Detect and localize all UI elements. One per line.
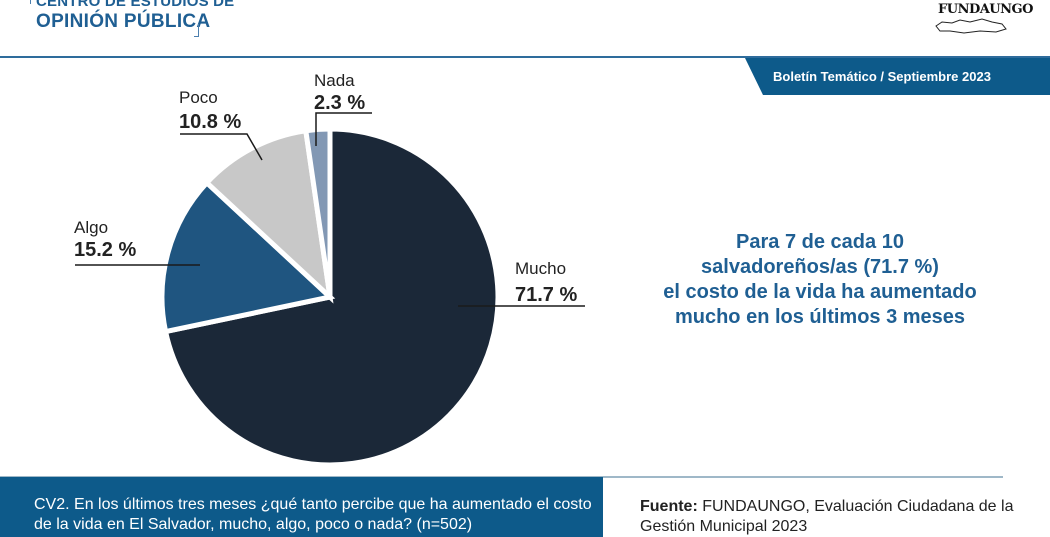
headline-line: salvadoreños/as (71.7 %) <box>701 256 939 278</box>
leader-line-nada <box>315 112 372 146</box>
question-text: CV2. En los últimos tres meses ¿qué tant… <box>34 496 592 533</box>
brand-line-2: OPINIÓN PÚBLICA <box>36 11 211 32</box>
headline-line: Para 7 de cada 10 <box>736 231 904 253</box>
headline-line: el costo de la vida ha aumentado <box>663 281 977 303</box>
headline: Para 7 de cada 10 salvadoreños/as (71.7 … <box>620 230 1020 330</box>
map-outline-icon <box>935 18 1007 34</box>
bulletin-banner: Boletín Temático / Septiembre 2023 <box>745 58 1050 95</box>
leader-line-poco <box>180 133 263 161</box>
fundaungo-logo: FUNDAUNGO <box>930 0 1033 38</box>
slice-value-poco: 10.8 % <box>179 111 241 133</box>
slice-label-algo: Algo <box>74 218 108 237</box>
slice-label-mucho: Mucho <box>515 259 566 278</box>
pie-chart: Mucho 71.7 % Algo 15.2 % Poco 10.8 % Nada 2.3 % <box>74 71 585 468</box>
slice-label-poco: Poco <box>179 88 218 107</box>
bulletin-label: Boletín Temático / Septiembre 2023 <box>773 69 991 84</box>
header-divider <box>0 56 1050 58</box>
logo-text: FUNDAUNGO <box>938 2 1033 17</box>
pie-slice-algo <box>159 179 336 335</box>
source-note: Fuente: FUNDAUNGO, Evaluación Ciudadana … <box>640 497 1020 537</box>
source-label: Fuente: <box>640 498 703 515</box>
brand-title: CENTRO DE ESTUDIOS DE OPINIÓN PÚBLICA <box>36 0 234 34</box>
slice-value-mucho: 71.7 % <box>515 284 577 306</box>
brand-line-1: CENTRO DE ESTUDIOS DE <box>36 0 235 10</box>
brand-corner-mark <box>194 24 199 37</box>
pie-slice-nada <box>302 126 333 298</box>
slice-label-nada: Nada <box>314 71 355 90</box>
pie-slice-poco <box>203 127 334 304</box>
headline-line: mucho en los últimos 3 meses <box>674 306 966 328</box>
slice-value-algo: 15.2 % <box>74 239 136 261</box>
slice-value-nada: 2.3 % <box>314 92 365 114</box>
question-banner: CV2. En los últimos tres meses ¿qué tant… <box>0 477 603 537</box>
bulletin-banner-shape <box>745 58 1050 95</box>
brand-tick <box>30 0 31 4</box>
